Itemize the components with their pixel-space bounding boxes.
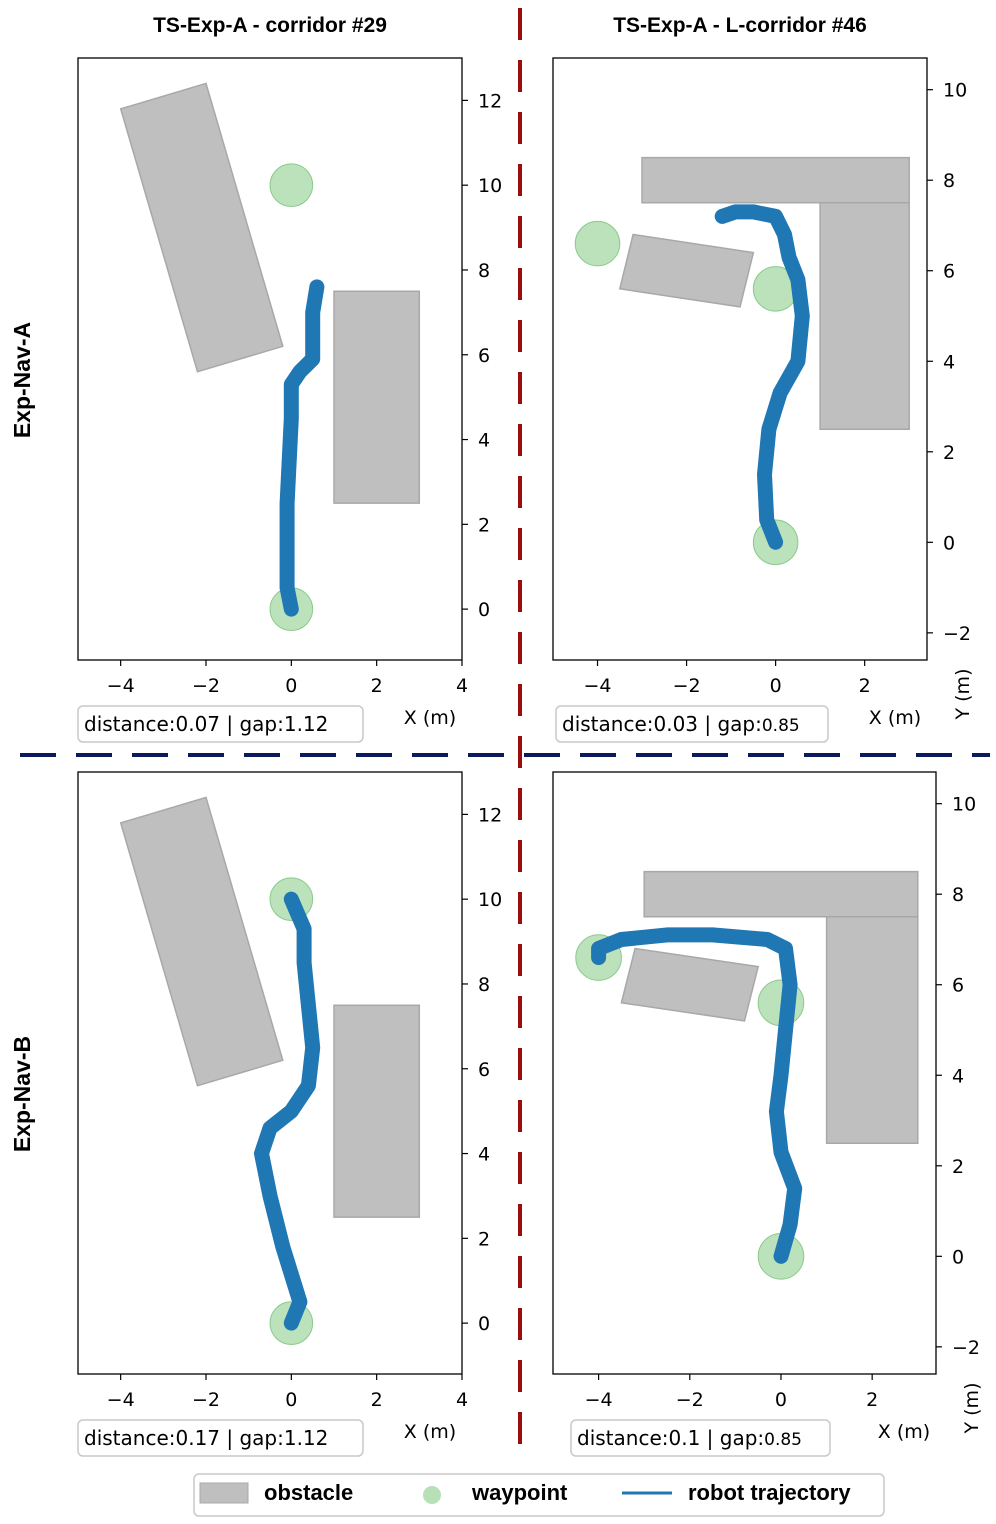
x-tick-label: −4 [585, 1389, 613, 1411]
robot-trajectory [279, 279, 325, 617]
obstacle-2 [333, 1004, 421, 1218]
y-tick-label: 2 [952, 1156, 964, 1178]
y-tick-label: 12 [478, 804, 502, 826]
legend-waypoint-label: waypoint [471, 1480, 568, 1505]
obstacle-3 [620, 947, 760, 1022]
x-tick-label: 0 [285, 1389, 297, 1411]
metric-text: distance:0.17 | gap:1.12 [84, 1426, 328, 1450]
obstacle-3 [618, 233, 755, 308]
x-tick-label: 2 [866, 1389, 878, 1411]
y-tick-label: 0 [478, 599, 490, 621]
y-tick-label: 8 [478, 260, 490, 282]
row-label-bottom: Exp-Nav-B [9, 1036, 35, 1152]
y-axis-label: Y (m) [961, 1383, 983, 1435]
legend: obstacle waypoint robot trajectory [193, 1473, 885, 1517]
column-title-right: TS-Exp-A - L-corridor #46 [613, 14, 867, 37]
waypoint-3 [574, 220, 621, 267]
robot-trajectory [714, 204, 810, 550]
x-tick-label: 0 [770, 675, 782, 697]
x-tick-label: 0 [285, 675, 297, 697]
metric-text: distance:0.07 | gap:1.12 [84, 712, 328, 736]
obstacle-1 [119, 796, 284, 1087]
x-tick-label: −2 [676, 1389, 704, 1411]
y-tick-label: 10 [943, 80, 967, 102]
y-tick-label: −2 [952, 1337, 980, 1359]
subplot-bottom-right: −4 −2 0 2 −2 0 2 4 6 8 10 X (m) Y (m) [552, 771, 983, 1443]
y-tick-label: 4 [478, 1144, 490, 1166]
column-title-left: TS-Exp-A - corridor #29 [153, 14, 387, 37]
x-tick-label: −2 [673, 675, 701, 697]
obstacle-1 [641, 156, 910, 204]
y-tick-label: 6 [943, 261, 955, 283]
subplot-bottom-left: −4 −2 0 2 4 0 2 4 6 8 10 12 X (m) [77, 771, 502, 1443]
y-tick-label: 8 [952, 884, 964, 906]
y-axis-label: Y (m) [952, 669, 974, 721]
x-axis-label: X (m) [404, 1421, 456, 1443]
y-tick-label: −2 [943, 623, 971, 645]
subplot-top-right: −4 −2 0 2 −2 0 2 4 6 8 10 X (m) Y (m) [552, 57, 974, 729]
metric-box-top-right: distance:0.03 | gap:0.85 [555, 705, 829, 743]
y-tick-label: 6 [952, 975, 964, 997]
legend-waypoint-marker [423, 1486, 441, 1504]
legend-frame [193, 1473, 885, 1517]
y-tick-label: 10 [478, 889, 502, 911]
y-tick-label: 4 [478, 430, 490, 452]
obstacle-2 [819, 202, 910, 430]
x-tick-label: 4 [456, 1389, 468, 1411]
y-tick-label: 8 [478, 974, 490, 996]
legend-obstacle-label: obstacle [264, 1480, 353, 1505]
y-tick-label: 4 [952, 1065, 964, 1087]
metric-box-top-left: distance:0.07 | gap:1.12 [77, 705, 364, 743]
y-tick-label: 0 [478, 1313, 490, 1335]
obstacle-2 [825, 916, 919, 1144]
x-axis-label: X (m) [404, 707, 456, 729]
robot-trajectory [591, 927, 803, 1264]
legend-obstacle-swatch [199, 1482, 249, 1504]
obstacle-1 [643, 870, 919, 918]
y-tick-label: 0 [952, 1246, 964, 1268]
y-tick-label: 2 [478, 514, 490, 536]
x-tick-label: 0 [775, 1389, 787, 1411]
x-tick-label: 4 [456, 675, 468, 697]
y-tick-label: 6 [478, 1059, 490, 1081]
x-tick-label: −4 [584, 675, 612, 697]
subplot-top-left: −4 −2 0 2 4 0 2 4 6 8 10 12 X (m) [77, 57, 502, 729]
robot-trajectory [254, 891, 321, 1331]
metric-box-bottom-left: distance:0.17 | gap:1.12 [77, 1419, 364, 1457]
x-axis-label: X (m) [869, 707, 921, 729]
legend-trajectory-label: robot trajectory [688, 1480, 851, 1505]
obstacle-1 [119, 82, 284, 373]
x-tick-label: −2 [192, 1389, 220, 1411]
x-tick-label: 2 [859, 675, 871, 697]
y-tick-label: 8 [943, 170, 955, 192]
obstacle-2 [333, 290, 421, 504]
x-tick-label: −4 [107, 1389, 135, 1411]
y-tick-label: 0 [943, 532, 955, 554]
y-tick-label: 2 [478, 1228, 490, 1250]
waypoint-2 [269, 163, 314, 208]
metric-box-bottom-right: distance:0.1 | gap:0.85 [570, 1419, 831, 1457]
y-tick-label: 6 [478, 345, 490, 367]
x-tick-label: −4 [107, 675, 135, 697]
y-tick-label: 12 [478, 90, 502, 112]
metric-text: distance:0.1 | gap:0.85 [577, 1426, 802, 1450]
metric-text: distance:0.03 | gap:0.85 [562, 712, 800, 736]
y-tick-label: 10 [952, 794, 976, 816]
row-label-top: Exp-Nav-A [9, 322, 35, 438]
y-tick-label: 4 [943, 351, 955, 373]
y-tick-label: 2 [943, 442, 955, 464]
x-tick-label: 2 [371, 675, 383, 697]
x-tick-label: −2 [192, 675, 220, 697]
y-tick-label: 10 [478, 175, 502, 197]
x-axis-label: X (m) [878, 1421, 930, 1443]
x-tick-label: 2 [371, 1389, 383, 1411]
